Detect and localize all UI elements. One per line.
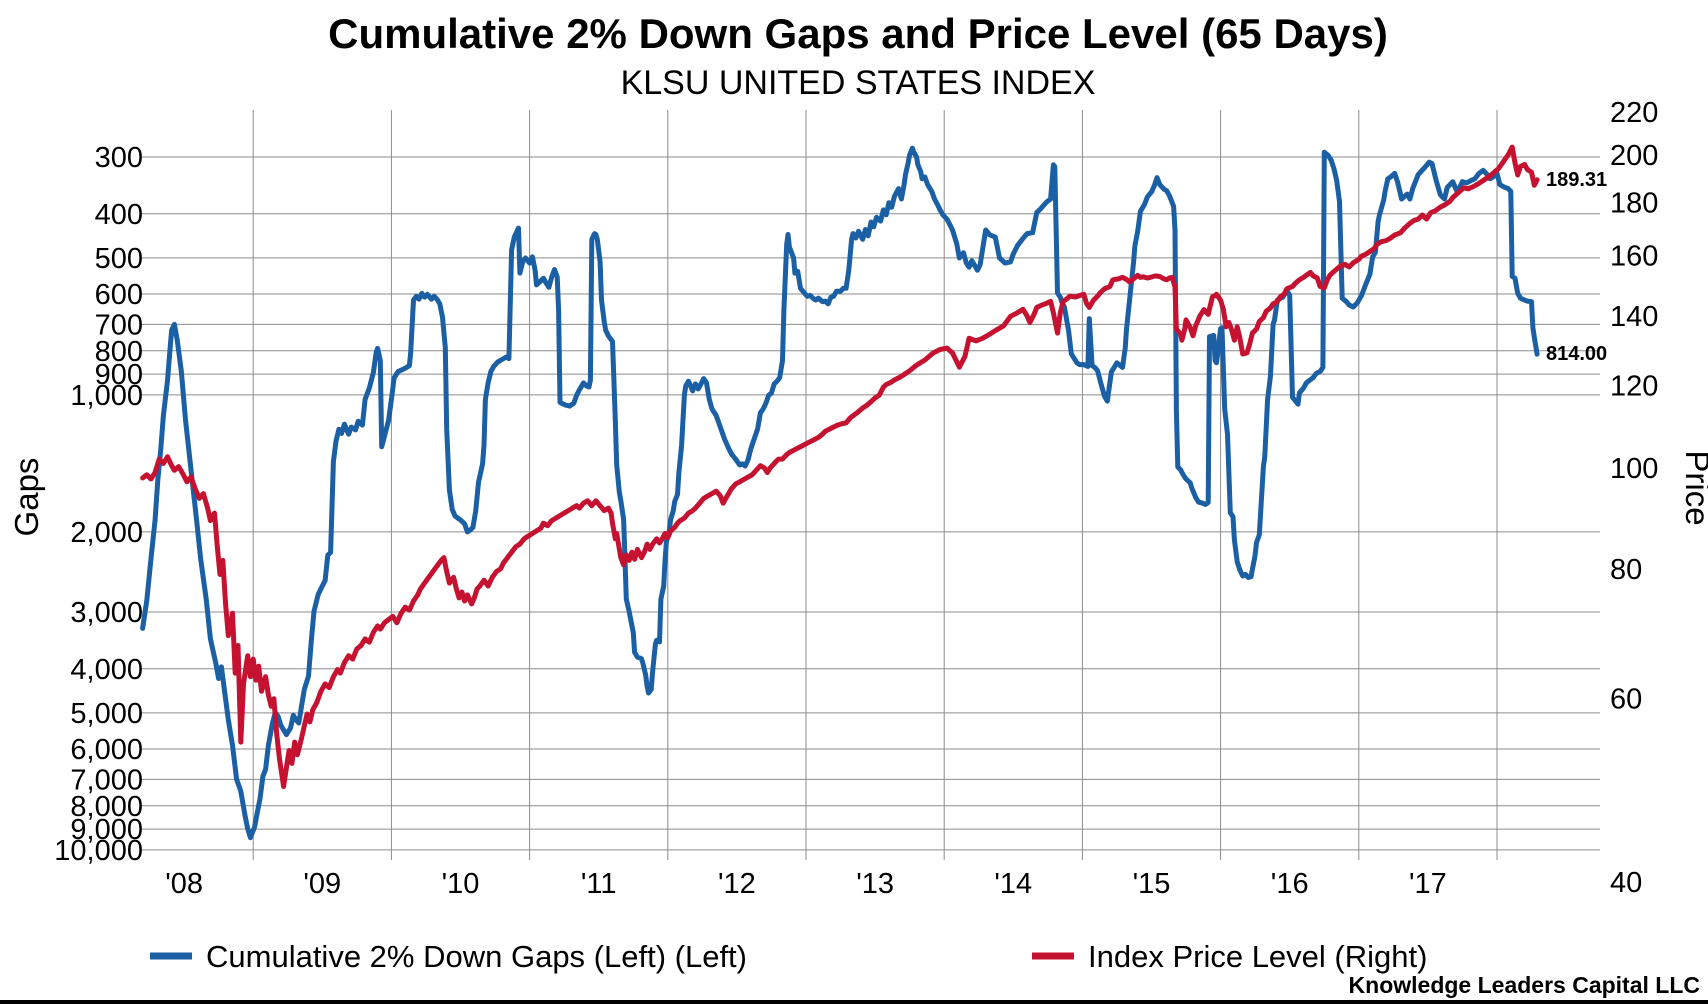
chart-title: Cumulative 2% Down Gaps and Price Level …: [328, 10, 1388, 57]
left-axis-tick-label: 4,000: [70, 654, 143, 686]
x-axis-tick-label: '14: [994, 868, 1032, 900]
left-axis-tick-label: 8,000: [70, 791, 143, 823]
x-axis-tick-label: '16: [1271, 868, 1309, 900]
chart-subtitle: KLSU UNITED STATES INDEX: [621, 64, 1096, 102]
left-axis-tick-label: 7,000: [70, 764, 143, 796]
x-axis-tick-label: '09: [303, 868, 341, 900]
right-axis-tick-label: 140: [1610, 301, 1658, 333]
left-axis-tick-label: 600: [95, 279, 143, 311]
legend-gaps-label: Cumulative 2% Down Gaps (Left) (Left): [206, 939, 747, 974]
x-axis-tick-label: '10: [442, 868, 480, 900]
x-axis-tick-label: '11: [581, 868, 617, 900]
x-axis-tick-label: '17: [1409, 868, 1447, 900]
left-axis-tick-label: 9,000: [70, 814, 143, 846]
right-axis-tick-label: 200: [1610, 140, 1658, 172]
last-price-annotation: 189.31: [1546, 169, 1607, 191]
x-axis-tick-label: '13: [856, 868, 894, 900]
x-axis-tick-label: '15: [1133, 868, 1171, 900]
left-axis-tick-label: 6,000: [70, 734, 143, 766]
left-axis-tick-label: 2,000: [70, 517, 143, 549]
left-axis-tick-label: 800: [95, 336, 143, 368]
down-gaps-series-line: [140, 145, 1540, 841]
left-axis-tick-label: 500: [95, 243, 143, 275]
left-axis-tick-label: 900: [95, 359, 143, 391]
right-axis-tick-label: 160: [1610, 241, 1658, 273]
right-axis-tick-label: 120: [1610, 371, 1658, 403]
x-axis-tick-label: '12: [718, 868, 756, 900]
right-axis-tick-label: 80: [1610, 554, 1642, 586]
legend: Cumulative 2% Down Gaps (Left) (Left) In…: [150, 939, 1427, 974]
legend-price-label: Index Price Level (Right): [1088, 939, 1427, 974]
left-axis-tick-label: 5,000: [70, 698, 143, 730]
price-series-line: [140, 144, 1540, 789]
left-axis-tick-label: 700: [95, 309, 143, 341]
right-axis-tick-label: 40: [1610, 867, 1642, 899]
x-axis-tick-label: '08: [165, 868, 203, 900]
left-axis-tick-label: 3,000: [70, 597, 143, 629]
right-axis-tick-label: 100: [1610, 453, 1658, 485]
left-axis-tick-label: 10,000: [54, 835, 143, 867]
last-gaps-annotation: 814.00: [1546, 343, 1607, 365]
bottom-border: [0, 1000, 1708, 1004]
left-axis-tick-label: 300: [95, 142, 143, 174]
right-axis-tick-label: 220: [1610, 97, 1658, 129]
gridlines: [140, 110, 1600, 860]
footer-credit: Knowledge Leaders Capital LLC: [1349, 972, 1700, 998]
left-axis-title: Gaps: [8, 458, 45, 537]
left-axis-tick-label: 400: [95, 199, 143, 231]
left-axis-tick-label: 1,000: [70, 380, 143, 412]
right-axis-tick-label: 180: [1610, 188, 1658, 220]
series-lines: [140, 144, 1540, 841]
right-axis-tick-label: 60: [1610, 684, 1642, 716]
right-axis-title: Price: [1679, 450, 1708, 525]
